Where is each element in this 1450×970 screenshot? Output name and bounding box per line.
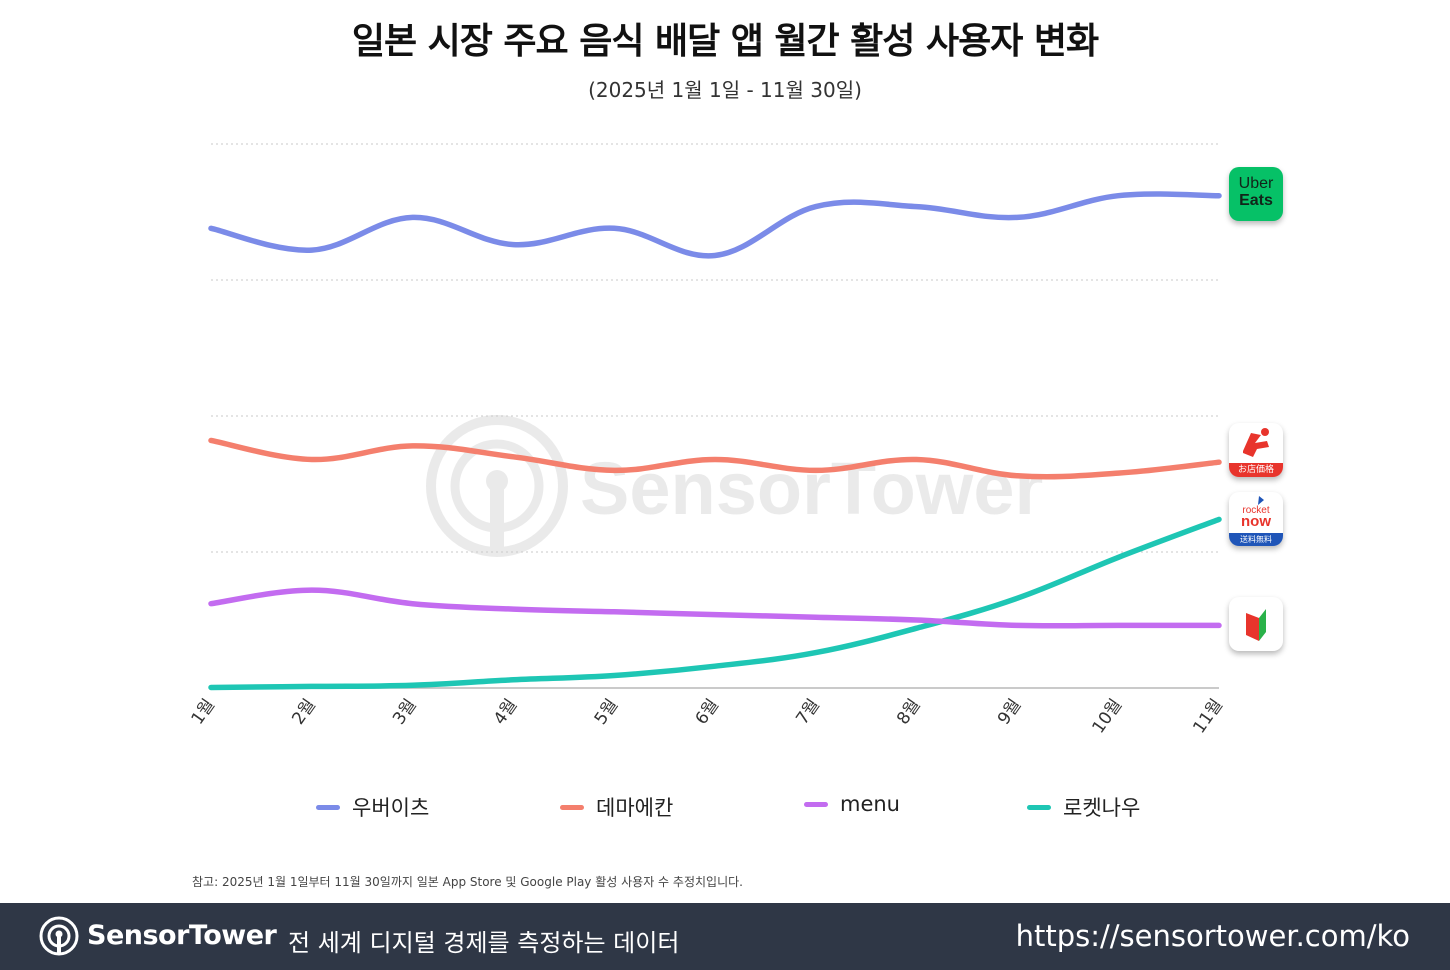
x-tick-label: 8월 xyxy=(893,695,925,728)
legend-swatch-demaecan xyxy=(560,804,584,810)
footnote: 참고: 2025년 1월 1일부터 11월 30일까지 일본 App Store… xyxy=(192,875,743,889)
x-tick-label: 1월 xyxy=(188,695,220,728)
rocket-now-icon-text-2: now xyxy=(1241,513,1271,530)
x-tick-label: 11월 xyxy=(1189,695,1227,737)
menu-app-icon xyxy=(1229,597,1283,651)
legend-item-demaecan: 데마에칸 xyxy=(560,792,673,822)
rocket-now-app-icon: rocket now 送料無料 xyxy=(1229,492,1283,546)
rocket-now-icon-text-1: rocket xyxy=(1242,505,1270,516)
chart-title: 일본 시장 주요 음식 배달 앱 월간 활성 사용자 변화 xyxy=(351,21,1099,62)
footer-tagline: 전 세계 디지털 경제를 측정하는 데이터 xyxy=(288,929,680,957)
series-line-0 xyxy=(208,191,1222,259)
uber-eats-icon-text-1: Uber xyxy=(1238,175,1274,192)
menu-logo-icon xyxy=(1246,609,1266,641)
uber-eats-icon-text-2: Eats xyxy=(1239,192,1273,209)
legend-label-ubereats: 우버이츠 xyxy=(352,796,430,820)
chart-subtitle: (2025년 1월 1일 - 11월 30일) xyxy=(588,78,862,102)
uber-eats-app-icon: Uber Eats xyxy=(1229,167,1283,221)
legend-swatch-ubereats xyxy=(316,804,340,810)
legend-label-demaecan: 데마에칸 xyxy=(596,796,674,820)
rocket-now-icon-caption: 送料無料 xyxy=(1240,535,1272,544)
x-tick-label: 6월 xyxy=(692,695,724,728)
svg-text:SensorTower: SensorTower xyxy=(580,447,1043,530)
legend-label-rocketnow: 로켓나우 xyxy=(1063,796,1141,820)
sensortower-watermark: SensorTower xyxy=(426,415,1043,557)
x-tick-label: 3월 xyxy=(389,695,421,728)
footer-brand-name: SensorTower xyxy=(87,920,277,951)
legend-item-menu: menu xyxy=(804,792,900,816)
legend-item-rocketnow: 로켓나우 xyxy=(1027,792,1140,822)
series-line-2 xyxy=(208,587,1222,629)
sensortower-logo-icon xyxy=(39,916,79,956)
legend-swatch-rocketnow xyxy=(1027,804,1051,810)
demae-can-runner-icon xyxy=(1229,428,1283,477)
footer-url[interactable]: https://sensortower.com/ko xyxy=(1015,919,1410,953)
x-tick-label: 7월 xyxy=(792,695,824,728)
demae-can-icon-caption: お店価格 xyxy=(1237,465,1274,475)
legend-swatch-menu xyxy=(804,801,828,807)
demae-can-app-icon: お店価格 xyxy=(1229,423,1283,477)
x-tick-label: 10월 xyxy=(1089,695,1127,737)
footer-bar: SensorTower 전 세계 디지털 경제를 측정하는 데이터 https:… xyxy=(0,903,1450,970)
series-line-3 xyxy=(208,516,1222,691)
rocket-now-logo-icon xyxy=(1229,496,1283,546)
x-tick-label: 5월 xyxy=(591,695,623,728)
legend-item-ubereats: 우버이츠 xyxy=(316,792,429,822)
x-tick-label: 4월 xyxy=(490,695,522,728)
line-chart: SensorTower 1월 2월 3월 4월 5월 6월 7월 8월 9월 10월 11월 xyxy=(188,143,1227,737)
x-tick-label: 9월 xyxy=(994,695,1026,728)
chart-legend: 우버이츠 데마에칸 menu 로켓나우 xyxy=(0,792,1450,828)
x-tick-label: 2월 xyxy=(288,695,320,728)
legend-label-menu: menu xyxy=(840,792,900,816)
series-line-1 xyxy=(208,437,1222,480)
